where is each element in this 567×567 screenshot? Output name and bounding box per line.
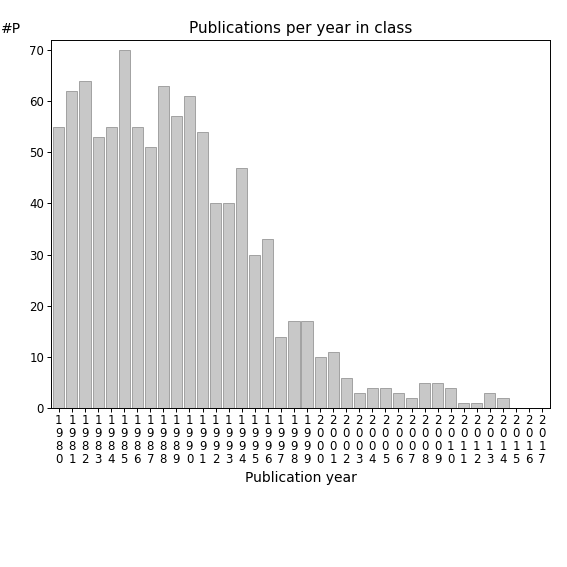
Bar [158,86,169,408]
Bar [380,388,391,408]
Bar [171,116,182,408]
Bar [432,383,443,408]
Bar [249,255,260,408]
Bar [419,383,430,408]
Bar [184,96,195,408]
Bar [315,357,325,408]
Bar [79,81,91,408]
Bar [236,168,247,408]
Bar [497,398,509,408]
Bar [471,403,483,408]
Bar [105,126,117,408]
Title: Publications per year in class: Publications per year in class [189,21,412,36]
Bar [276,337,286,408]
Bar [302,321,312,408]
Y-axis label: #P: #P [1,22,21,36]
Bar [145,147,156,408]
Bar [53,126,65,408]
Bar [445,388,456,408]
Bar [210,204,221,408]
Bar [341,378,352,408]
X-axis label: Publication year: Publication year [244,471,357,485]
Bar [132,126,143,408]
Bar [484,393,496,408]
Bar [263,239,273,408]
Bar [393,393,404,408]
Bar [354,393,365,408]
Bar [66,91,78,408]
Bar [406,398,417,408]
Bar [223,204,234,408]
Bar [367,388,378,408]
Bar [197,132,208,408]
Bar [458,403,469,408]
Bar [289,321,299,408]
Bar [119,50,130,408]
Bar [92,137,104,408]
Bar [328,352,338,408]
